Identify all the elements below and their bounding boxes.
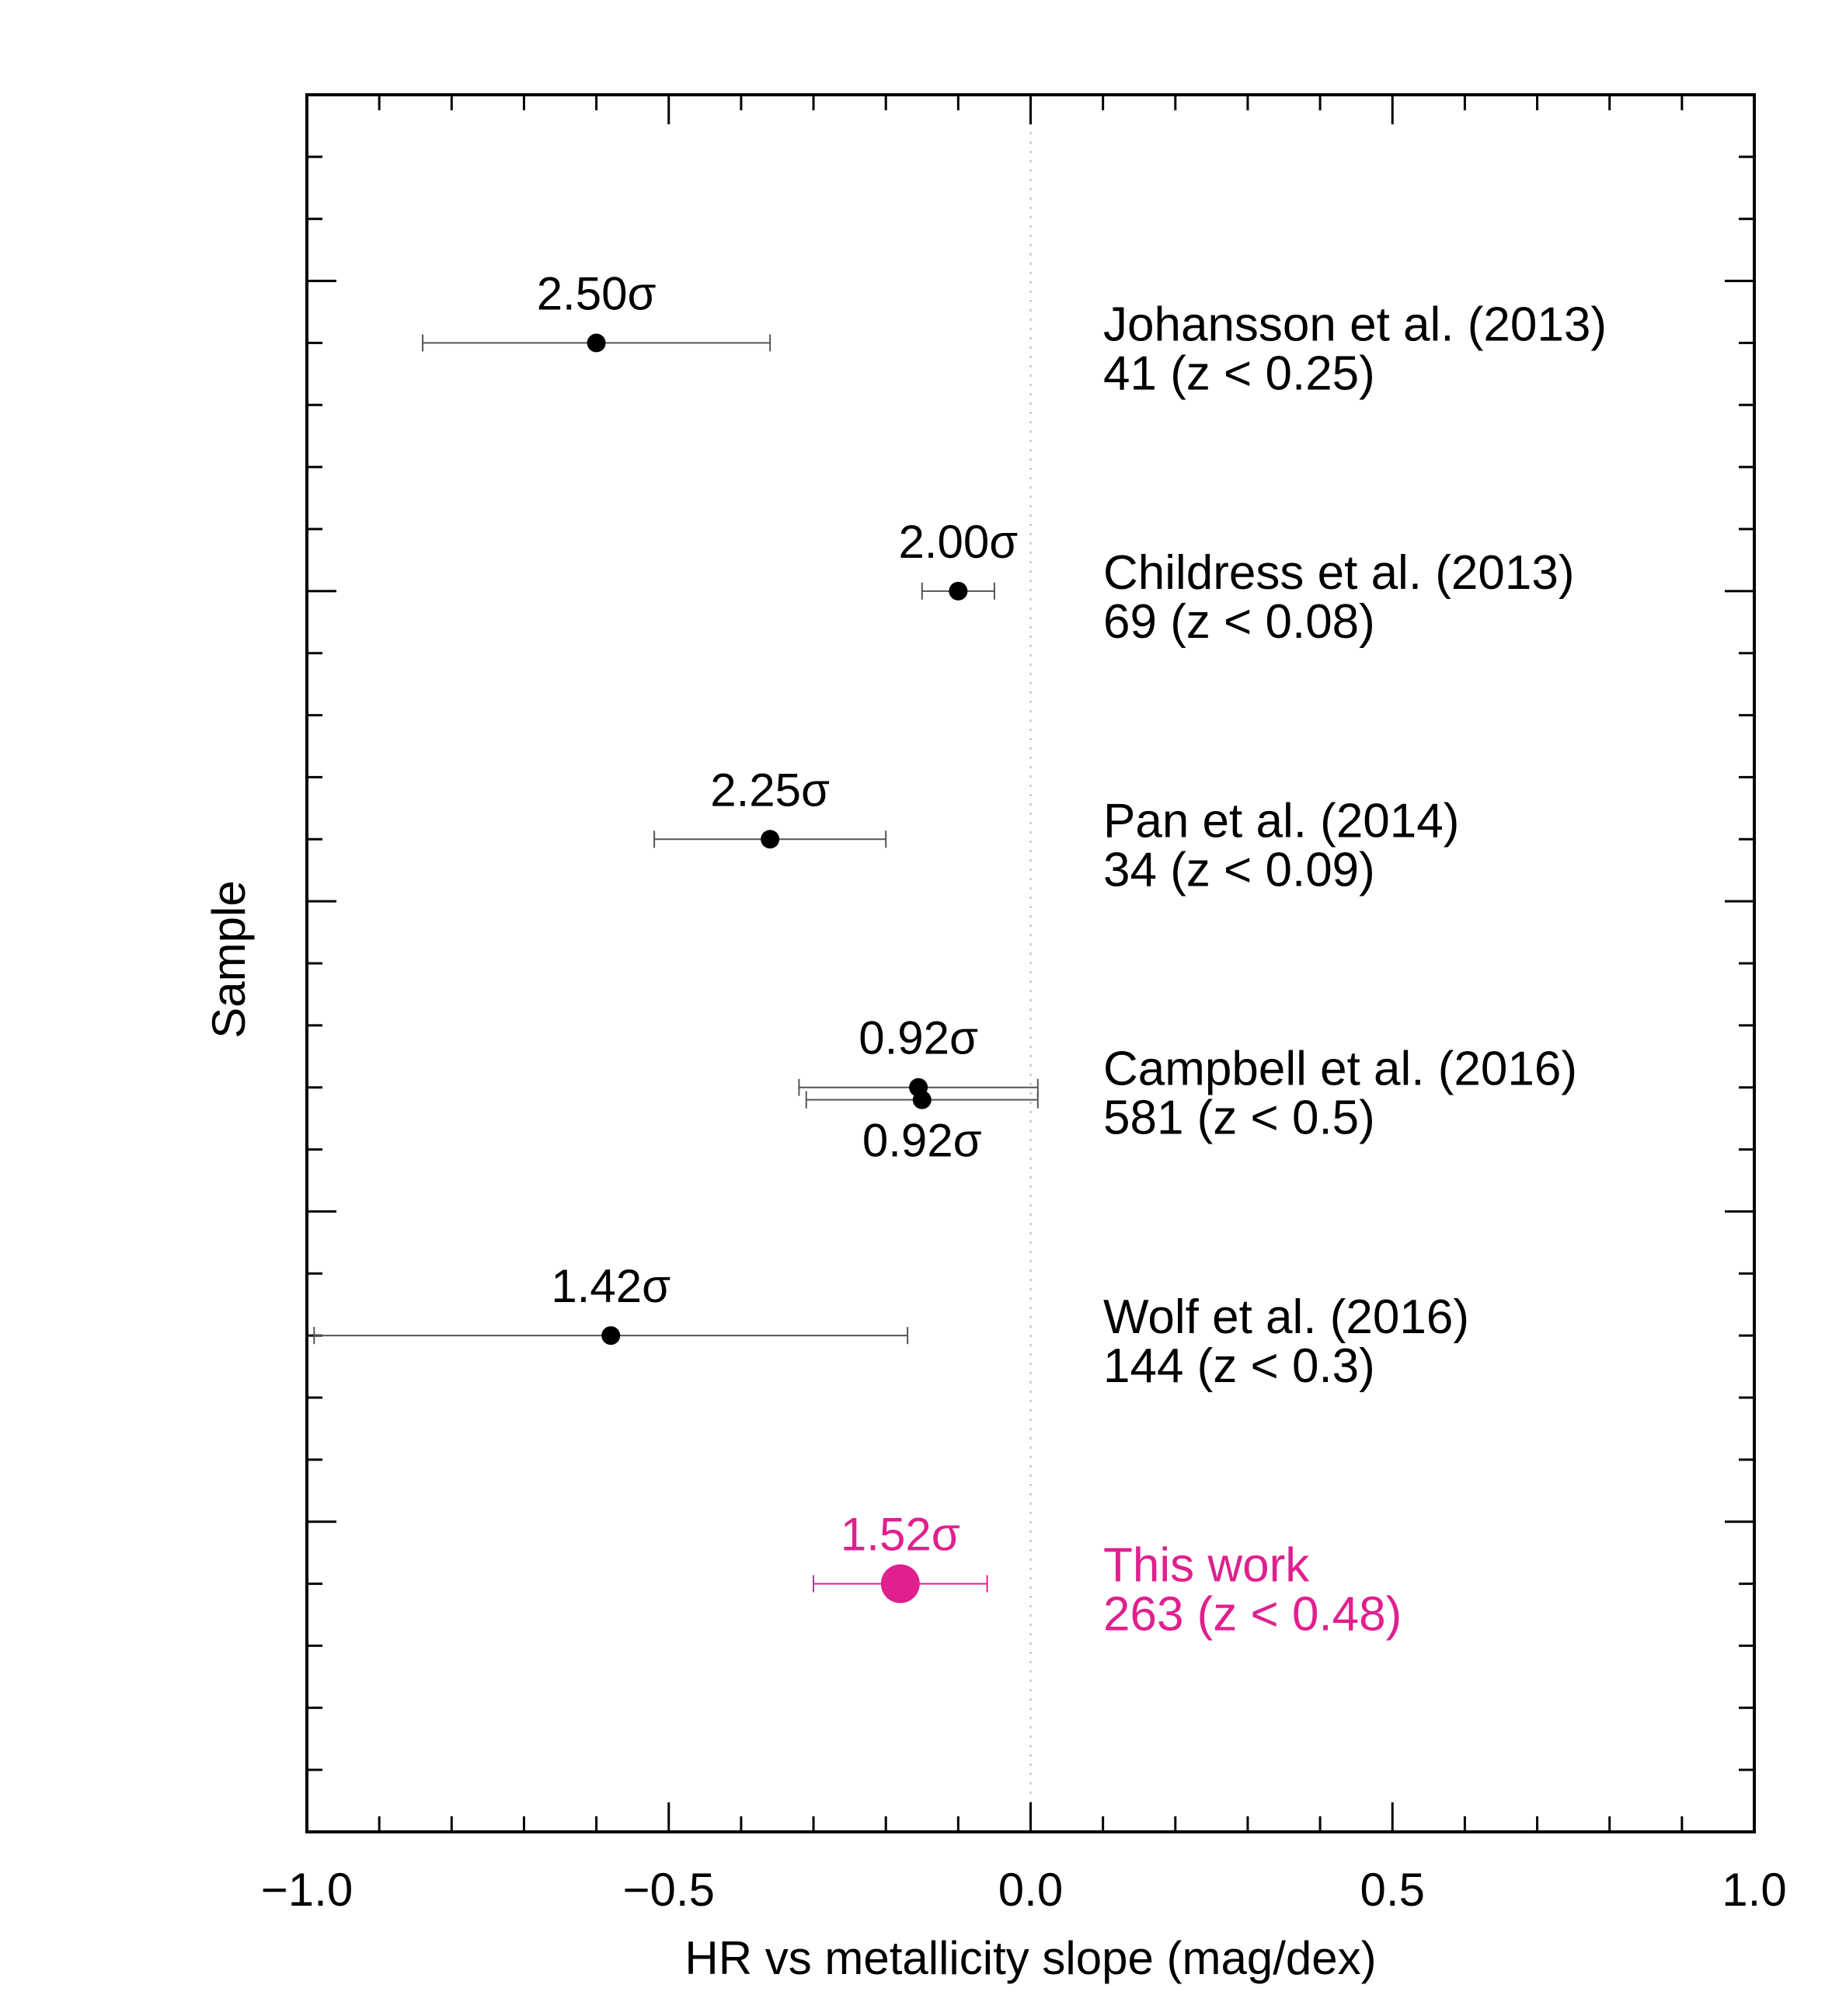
sample-name-label: Childress et al. (2013) bbox=[1103, 546, 1575, 600]
significance-label: 1.42σ bbox=[551, 1260, 670, 1312]
data-point bbox=[912, 1090, 932, 1109]
sample-size-label: 581 (z < 0.5) bbox=[1103, 1092, 1375, 1145]
sample-size-label: 69 (z < 0.08) bbox=[1103, 595, 1375, 649]
y-axis-label: Sample bbox=[203, 880, 255, 1038]
data-point bbox=[587, 333, 606, 353]
sample-name-label: Johansson et al. (2013) bbox=[1103, 298, 1607, 351]
data-point bbox=[949, 581, 968, 601]
x-tick-label: −1.0 bbox=[261, 1864, 353, 1916]
sample-name-label: Pan et al. (2014) bbox=[1103, 794, 1459, 848]
significance-label: 0.92σ bbox=[859, 1012, 978, 1064]
sample-size-label: 144 (z < 0.3) bbox=[1103, 1339, 1375, 1393]
sample-size-label: 34 (z < 0.09) bbox=[1103, 843, 1375, 897]
significance-label: 1.52σ bbox=[841, 1509, 960, 1561]
data-point bbox=[601, 1326, 621, 1346]
x-tick-label: 0.0 bbox=[998, 1864, 1063, 1916]
sample-size-label: 41 (z < 0.25) bbox=[1103, 346, 1375, 400]
significance-label: 2.25σ bbox=[710, 764, 830, 816]
data-point bbox=[880, 1564, 920, 1603]
x-tick-label: 0.5 bbox=[1360, 1864, 1425, 1916]
significance-label: 2.50σ bbox=[537, 267, 657, 319]
x-tick-label: 1.0 bbox=[1722, 1864, 1786, 1916]
x-tick-label: −0.5 bbox=[623, 1864, 715, 1916]
sample-size-label: 263 (z < 0.48) bbox=[1103, 1588, 1402, 1642]
significance-label: 2.00σ bbox=[898, 516, 1018, 568]
x-axis-label: HR vs metallicity slope (mag/dex) bbox=[684, 1932, 1376, 1984]
sample-name-label: Campbell et al. (2016) bbox=[1103, 1043, 1577, 1096]
axis-ticks: −1.0 −0.5 0.0 0.5 1.0 bbox=[261, 93, 1787, 1916]
significance-label: 0.92σ bbox=[862, 1115, 982, 1167]
sample-name-label: This work bbox=[1103, 1539, 1310, 1593]
data-points: 2.50σ Johansson et al. (2013)41 (z < 0.25… bbox=[313, 267, 1607, 1642]
sample-name-label: Wolf et al. (2016) bbox=[1103, 1290, 1469, 1344]
data-point bbox=[761, 830, 780, 849]
plot-frame bbox=[305, 93, 1756, 1833]
